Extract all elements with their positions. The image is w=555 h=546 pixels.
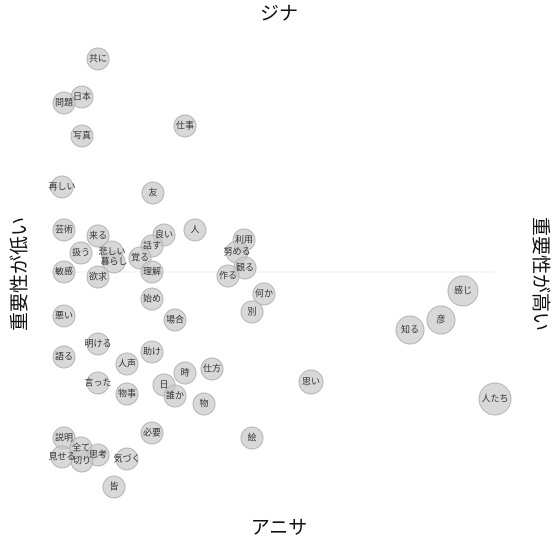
point-label: 敏感 — [55, 266, 73, 278]
point-label: 人 — [190, 225, 199, 236]
point-label: 観る — [236, 262, 254, 274]
point-label: 写真 — [73, 130, 91, 142]
bubble — [52, 218, 76, 242]
bubble — [52, 304, 76, 328]
bubble — [426, 305, 456, 335]
point-label: 悪い — [55, 311, 73, 322]
point-label: 場合 — [166, 314, 184, 326]
bubble — [140, 260, 164, 284]
bubble — [86, 332, 110, 356]
bubble — [173, 361, 197, 385]
bubble — [163, 384, 187, 408]
bubble — [86, 47, 110, 71]
point-label: 人たち — [481, 394, 508, 405]
bubble — [200, 357, 224, 381]
bubble — [140, 421, 164, 445]
point-label: 共に — [89, 54, 107, 65]
point-label: 来る — [89, 231, 107, 242]
point-label: 別 — [247, 307, 256, 318]
bubble — [447, 275, 479, 307]
point-label: 絵 — [247, 432, 256, 444]
bubble — [141, 181, 165, 205]
bubble — [102, 475, 126, 499]
bubble — [140, 340, 164, 364]
bubble — [115, 352, 139, 376]
point-label: 理解 — [143, 266, 161, 278]
point-label: 全て — [72, 442, 90, 454]
bubble — [173, 114, 197, 138]
point-label: 物事 — [118, 388, 136, 400]
point-label: 切り — [73, 456, 91, 467]
point-label: 助け — [143, 346, 161, 358]
point-label: 扱う — [72, 247, 90, 259]
point-label: 良い — [155, 229, 173, 241]
bubble — [478, 382, 512, 416]
point-label: 問題 — [55, 98, 73, 109]
point-label: 利用 — [235, 234, 253, 246]
bubble — [115, 447, 139, 471]
point-label: 暮らし — [100, 256, 127, 268]
point-label: 感じ — [454, 285, 472, 297]
left-label: 重要性が低い — [9, 217, 31, 331]
point-label: 時 — [180, 368, 189, 379]
bubble — [86, 265, 110, 289]
bubble — [240, 300, 264, 324]
bubble — [140, 287, 164, 311]
bubble — [240, 426, 264, 450]
bubble — [102, 250, 126, 274]
point-label: 明ける — [84, 339, 111, 350]
bubble — [395, 315, 425, 345]
bubble — [115, 382, 139, 406]
bubble — [50, 175, 74, 199]
point-label: 思い — [302, 377, 320, 388]
point-label: 人声 — [118, 358, 136, 370]
point-label: 日本 — [73, 91, 91, 103]
bottom-label: アニサ — [251, 517, 308, 539]
point-label: 話す — [143, 240, 161, 252]
bubble — [298, 369, 324, 395]
point-label: 必要 — [143, 427, 161, 439]
point-label: 物 — [199, 398, 208, 410]
point-label: 仕方 — [203, 363, 221, 375]
point-label: 友 — [148, 187, 157, 199]
bubble — [192, 392, 216, 416]
point-label: 言った — [84, 377, 111, 389]
point-label: 誰か — [166, 390, 184, 402]
point-label: 何か — [255, 288, 273, 300]
point-label: 説明 — [55, 432, 73, 444]
right-label: 重要性が高い — [530, 217, 552, 331]
point-label: 気づく — [113, 453, 140, 465]
bubble — [52, 345, 76, 369]
bubble — [163, 308, 187, 332]
point-label: 覚る — [131, 252, 149, 264]
point-label: 作る — [219, 270, 237, 282]
point-label: 語る — [55, 351, 73, 363]
bubble — [183, 218, 207, 242]
bubble — [70, 449, 94, 473]
point-label: 欲求 — [89, 271, 107, 283]
point-label: 仕事 — [176, 120, 194, 132]
point-label: 彦 — [436, 314, 445, 326]
bubble — [70, 124, 94, 148]
bubble — [216, 264, 240, 288]
point-label: 見せる — [48, 452, 75, 463]
point-label: 知る — [401, 324, 419, 336]
bubble — [69, 241, 93, 265]
bubble — [252, 282, 276, 306]
bubble — [52, 260, 76, 284]
point-label: 日 — [159, 380, 168, 391]
bubble — [86, 224, 110, 248]
point-label: 努める — [223, 246, 250, 258]
bubble — [86, 371, 110, 395]
bubble — [52, 91, 76, 115]
point-label: 再しい — [48, 182, 75, 193]
point-label: 皆 — [109, 482, 118, 493]
point-label: 思考 — [89, 450, 107, 461]
top-label: ジナ — [260, 3, 298, 25]
point-label: 始め — [143, 293, 161, 305]
point-label: 芸術 — [55, 224, 73, 236]
point-label: 悲しい — [98, 246, 125, 258]
